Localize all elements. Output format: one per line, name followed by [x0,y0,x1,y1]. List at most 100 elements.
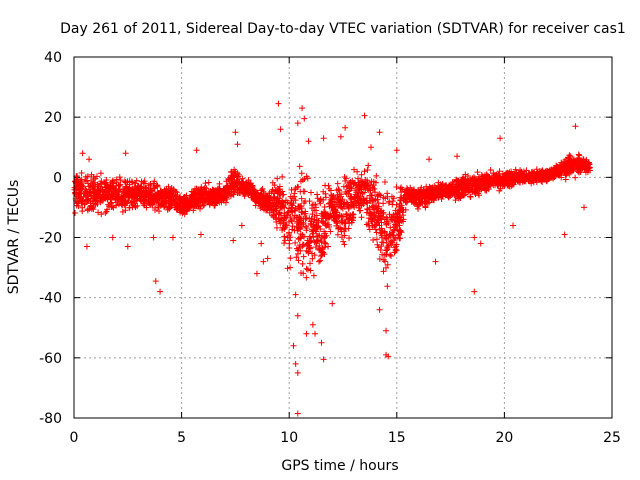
data-point [276,183,283,190]
data-point [342,226,349,233]
data-point [418,194,425,201]
data-point [273,196,280,203]
data-point [79,208,86,215]
data-point [86,189,93,196]
data-point-outlier [275,100,282,107]
data-point [306,260,313,267]
data-point [281,233,288,240]
data-point [348,219,355,226]
data-point [78,176,85,183]
data-point [374,205,381,212]
data-point [279,173,286,180]
data-point [310,234,317,241]
data-point [287,193,294,200]
data-point [137,187,144,194]
data-point [558,166,565,173]
data-point [236,171,243,178]
data-point [418,184,425,191]
data-point [358,202,365,209]
data-point [109,203,116,210]
data-point-outlier [426,156,433,163]
data-point [117,177,124,184]
data-point [97,170,104,177]
data-point [481,175,488,182]
data-point [299,231,306,238]
data-point [469,175,476,182]
data-point [85,183,92,190]
data-point [272,187,279,194]
data-point [358,171,365,178]
data-point [281,240,288,247]
data-point [381,179,388,186]
data-point [270,214,277,221]
data-point [239,175,246,182]
x-tick-label: 20 [495,430,513,446]
data-point [539,178,546,185]
data-point [279,227,286,234]
data-point-outlier [109,234,116,241]
data-point-outlier [234,141,241,148]
data-point [351,166,358,173]
data-point [244,181,251,188]
data-point [113,179,120,186]
data-point [346,212,353,219]
data-point [230,191,237,198]
data-point [190,189,197,196]
data-point [396,222,403,229]
data-point [289,223,296,230]
data-point [300,253,307,260]
data-point [361,183,368,190]
data-point [104,206,111,213]
data-point [107,196,114,203]
data-point [74,175,81,182]
data-point [388,253,395,260]
data-point [274,175,281,182]
data-point [318,218,325,224]
data-point [366,226,373,233]
plot-frame [73,56,613,419]
data-point [119,198,126,205]
data-point [287,255,294,262]
data-point [105,201,112,208]
data-point [214,195,221,202]
data-point [330,198,337,205]
data-point [93,191,100,198]
data-point [458,182,465,189]
data-point [264,206,271,213]
data-point [76,193,83,200]
data-point [367,216,374,223]
data-point [299,243,306,250]
y-tick-label: 20 [44,110,62,126]
data-point [383,251,390,258]
data-point [173,189,180,196]
data-point [459,191,466,198]
data-point [238,185,245,192]
data-point-outlier [157,288,164,295]
data-point [142,184,149,191]
data-point [115,182,122,189]
data-point [147,193,154,200]
data-point [424,200,431,207]
data-point [539,167,546,174]
data-point [317,200,324,207]
data-point [84,197,91,204]
data-point [330,213,337,220]
data-point [472,183,479,190]
data-point [422,203,429,210]
data-point [346,215,353,222]
data-point [300,188,307,195]
data-point-outlier [320,135,327,142]
data-point-outlier [312,330,319,337]
data-point [293,254,300,261]
data-point [151,185,158,192]
data-point [174,191,181,198]
data-point [306,244,313,251]
data-point [172,196,179,203]
data-point [430,197,437,204]
data-point [397,227,404,234]
data-point [149,200,156,207]
data-point [551,173,558,180]
data-point-outlier [260,258,267,265]
data-point [315,223,322,230]
data-point [250,187,257,194]
